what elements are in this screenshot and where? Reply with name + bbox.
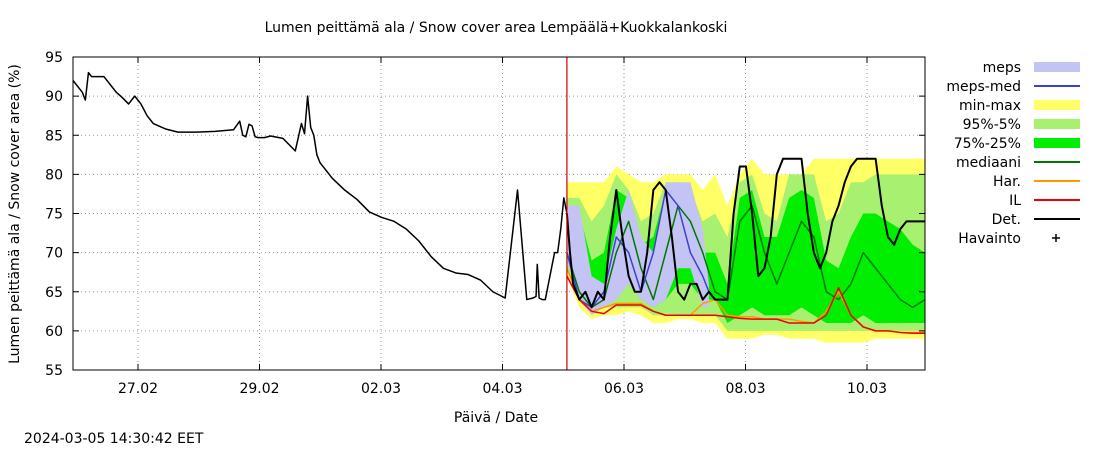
- legend-label: Det.: [992, 212, 1021, 228]
- legend-label: meps: [983, 60, 1021, 76]
- y-tick-label: 55: [45, 363, 63, 379]
- line-il: [566, 275, 925, 334]
- legend-label: mediaani: [956, 155, 1021, 171]
- chart-title: Lumen peittämä ala / Snow cover area Lem…: [265, 20, 728, 36]
- y-tick-label: 90: [45, 89, 63, 105]
- y-tick-label: 70: [45, 246, 63, 262]
- legend-item: 95%-5%: [963, 117, 1080, 133]
- legend-label: Havainto: [958, 231, 1021, 247]
- legend-swatch: [1034, 138, 1080, 148]
- legend-swatch: [1034, 100, 1080, 110]
- x-axis-label: Päivä / Date: [454, 410, 538, 426]
- line-det: [565, 157, 925, 309]
- line-mediaani: [566, 204, 926, 309]
- legend-item: meps: [983, 60, 1080, 76]
- series: [72, 57, 926, 370]
- y-tick-label: 85: [45, 128, 63, 144]
- legend-label: 75%-25%: [954, 136, 1021, 152]
- legend-swatch: [1034, 119, 1080, 129]
- legend-item: Havainto: [958, 231, 1060, 247]
- x-tick-label: 29.02: [239, 381, 279, 397]
- y-tick-label: 60: [45, 324, 63, 340]
- y-axis-label: Lumen peittämä ala / Snow cover area (%): [7, 64, 23, 364]
- legend-item: Har.: [993, 174, 1080, 190]
- y-tick-label: 95: [45, 50, 63, 66]
- x-tick-label: 10.03: [847, 381, 887, 397]
- y-tick-label: 80: [45, 167, 63, 183]
- legend-item: Det.: [992, 212, 1080, 228]
- x-ticks: 27.02 29.02 02.03 04.03 06.03 08.03 10.03: [118, 57, 887, 397]
- legend-item: 75%-25%: [954, 136, 1080, 152]
- y-ticks: 55 60 65 70 75 80 85 90 95: [45, 50, 925, 379]
- x-tick-label: 08.03: [725, 381, 765, 397]
- legend-label: min-max: [959, 98, 1021, 114]
- legend-label: IL: [1009, 193, 1021, 209]
- legend-item: IL: [1009, 193, 1080, 209]
- legend-label: meps-med: [946, 79, 1021, 95]
- band-meps: [566, 182, 709, 316]
- x-tick-label: 04.03: [482, 381, 522, 397]
- legend-label: Har.: [993, 174, 1021, 190]
- y-tick-label: 65: [45, 285, 63, 301]
- legend: meps meps-med min-max 95%-5% 75%-25% mediaani…: [946, 60, 1080, 247]
- legend-label: 95%-5%: [963, 117, 1021, 133]
- legend-item: meps-med: [946, 79, 1080, 95]
- legend-swatch: [1034, 62, 1080, 72]
- y-tick-label: 75: [45, 207, 63, 223]
- x-tick-label: 06.03: [604, 381, 644, 397]
- line-det-history: [72, 71, 568, 301]
- x-tick-label: 02.03: [361, 381, 401, 397]
- legend-item: mediaani: [956, 155, 1080, 171]
- legend-item: min-max: [959, 98, 1080, 114]
- x-tick-label: 27.02: [118, 381, 158, 397]
- timestamp: 2024-03-05 14:30:42 EET: [24, 431, 204, 447]
